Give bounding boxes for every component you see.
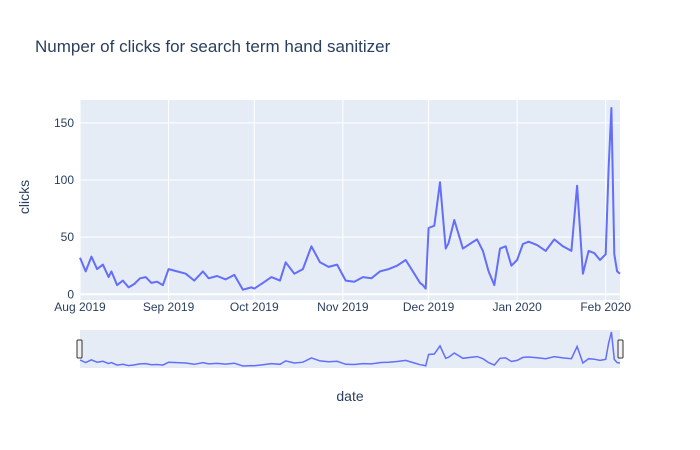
y-tick-label: 100 [54,173,74,187]
series-line-clicks [79,107,621,291]
plot-area [80,100,620,300]
x-tick-label: Aug 2019 [54,300,106,314]
range-slider-right-handle[interactable] [617,339,624,359]
x-tick-labels: Aug 2019 Sep 2019 Oct 2019 Nov 2019 Dec 2019… [54,300,631,314]
y-tick-label: 50 [61,230,75,244]
x-tick-label: Dec 2019 [403,300,455,314]
range-slider-left-handle[interactable] [76,339,83,359]
x-tick-label: Feb 2020 [580,300,631,314]
range-slider-track[interactable] [80,330,620,368]
range-slider[interactable] [76,330,624,368]
range-slider-series [79,331,621,367]
grid-layer [79,100,620,300]
x-tick-label: Nov 2019 [317,300,369,314]
x-tick-label: Oct 2019 [230,300,279,314]
x-tick-label: Sep 2019 [143,300,195,314]
x-axis-title: date [336,388,363,404]
chart-title: Numper of clicks for search term hand sa… [35,37,391,56]
y-tick-labels: 0 50 100 150 [54,116,74,301]
x-tick-label: Jan 2020 [492,300,542,314]
series-layer [79,107,621,291]
y-axis-title: clicks [16,180,32,214]
y-tick-label: 150 [54,116,74,130]
y-tick-label: 0 [67,287,74,301]
range-slider-line [79,331,621,367]
